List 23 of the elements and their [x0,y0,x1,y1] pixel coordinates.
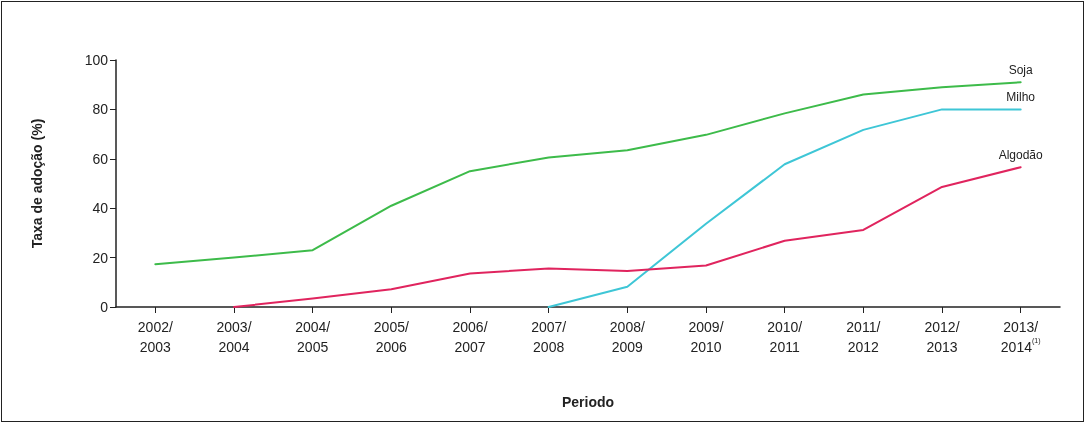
x-axis-title: Periodo [561,394,615,410]
y-tick-label: 0 [100,299,109,315]
x-tick-label: 2004/ 2005 [295,319,331,355]
x-tick-label: 2011/ 2012 [846,319,881,355]
y-tick-label: 80 [92,101,109,118]
x-tick-label: 2002/ 2003 [137,319,173,355]
y-tick-label: 40 [92,200,109,217]
series-label: Milho [1006,90,1036,105]
x-tick-label: 2003/ 2004 [216,319,252,355]
x-tick-label: 2009/ 2010 [688,319,724,355]
series-label: Algodão [998,148,1044,163]
y-tick-label: 100 [84,52,109,68]
series-label: Soja [1008,63,1033,78]
y-axis-title: Taxa de adoção (%) [29,118,45,249]
x-tick-label: 2012/ 2013 [924,319,960,355]
x-tick-label: 2007/ 2008 [531,319,567,355]
line-series [233,166,1022,308]
x-tick-label: 2006/ 2007 [452,319,488,355]
x-tick-label: 2005/ 2006 [373,319,409,355]
y-tick-label: 20 [92,249,109,266]
x-tick-label: 2008/ 2009 [609,319,645,355]
y-tick-label: 60 [92,150,109,167]
x-tick-label: 2010/ 2011 [767,319,803,355]
